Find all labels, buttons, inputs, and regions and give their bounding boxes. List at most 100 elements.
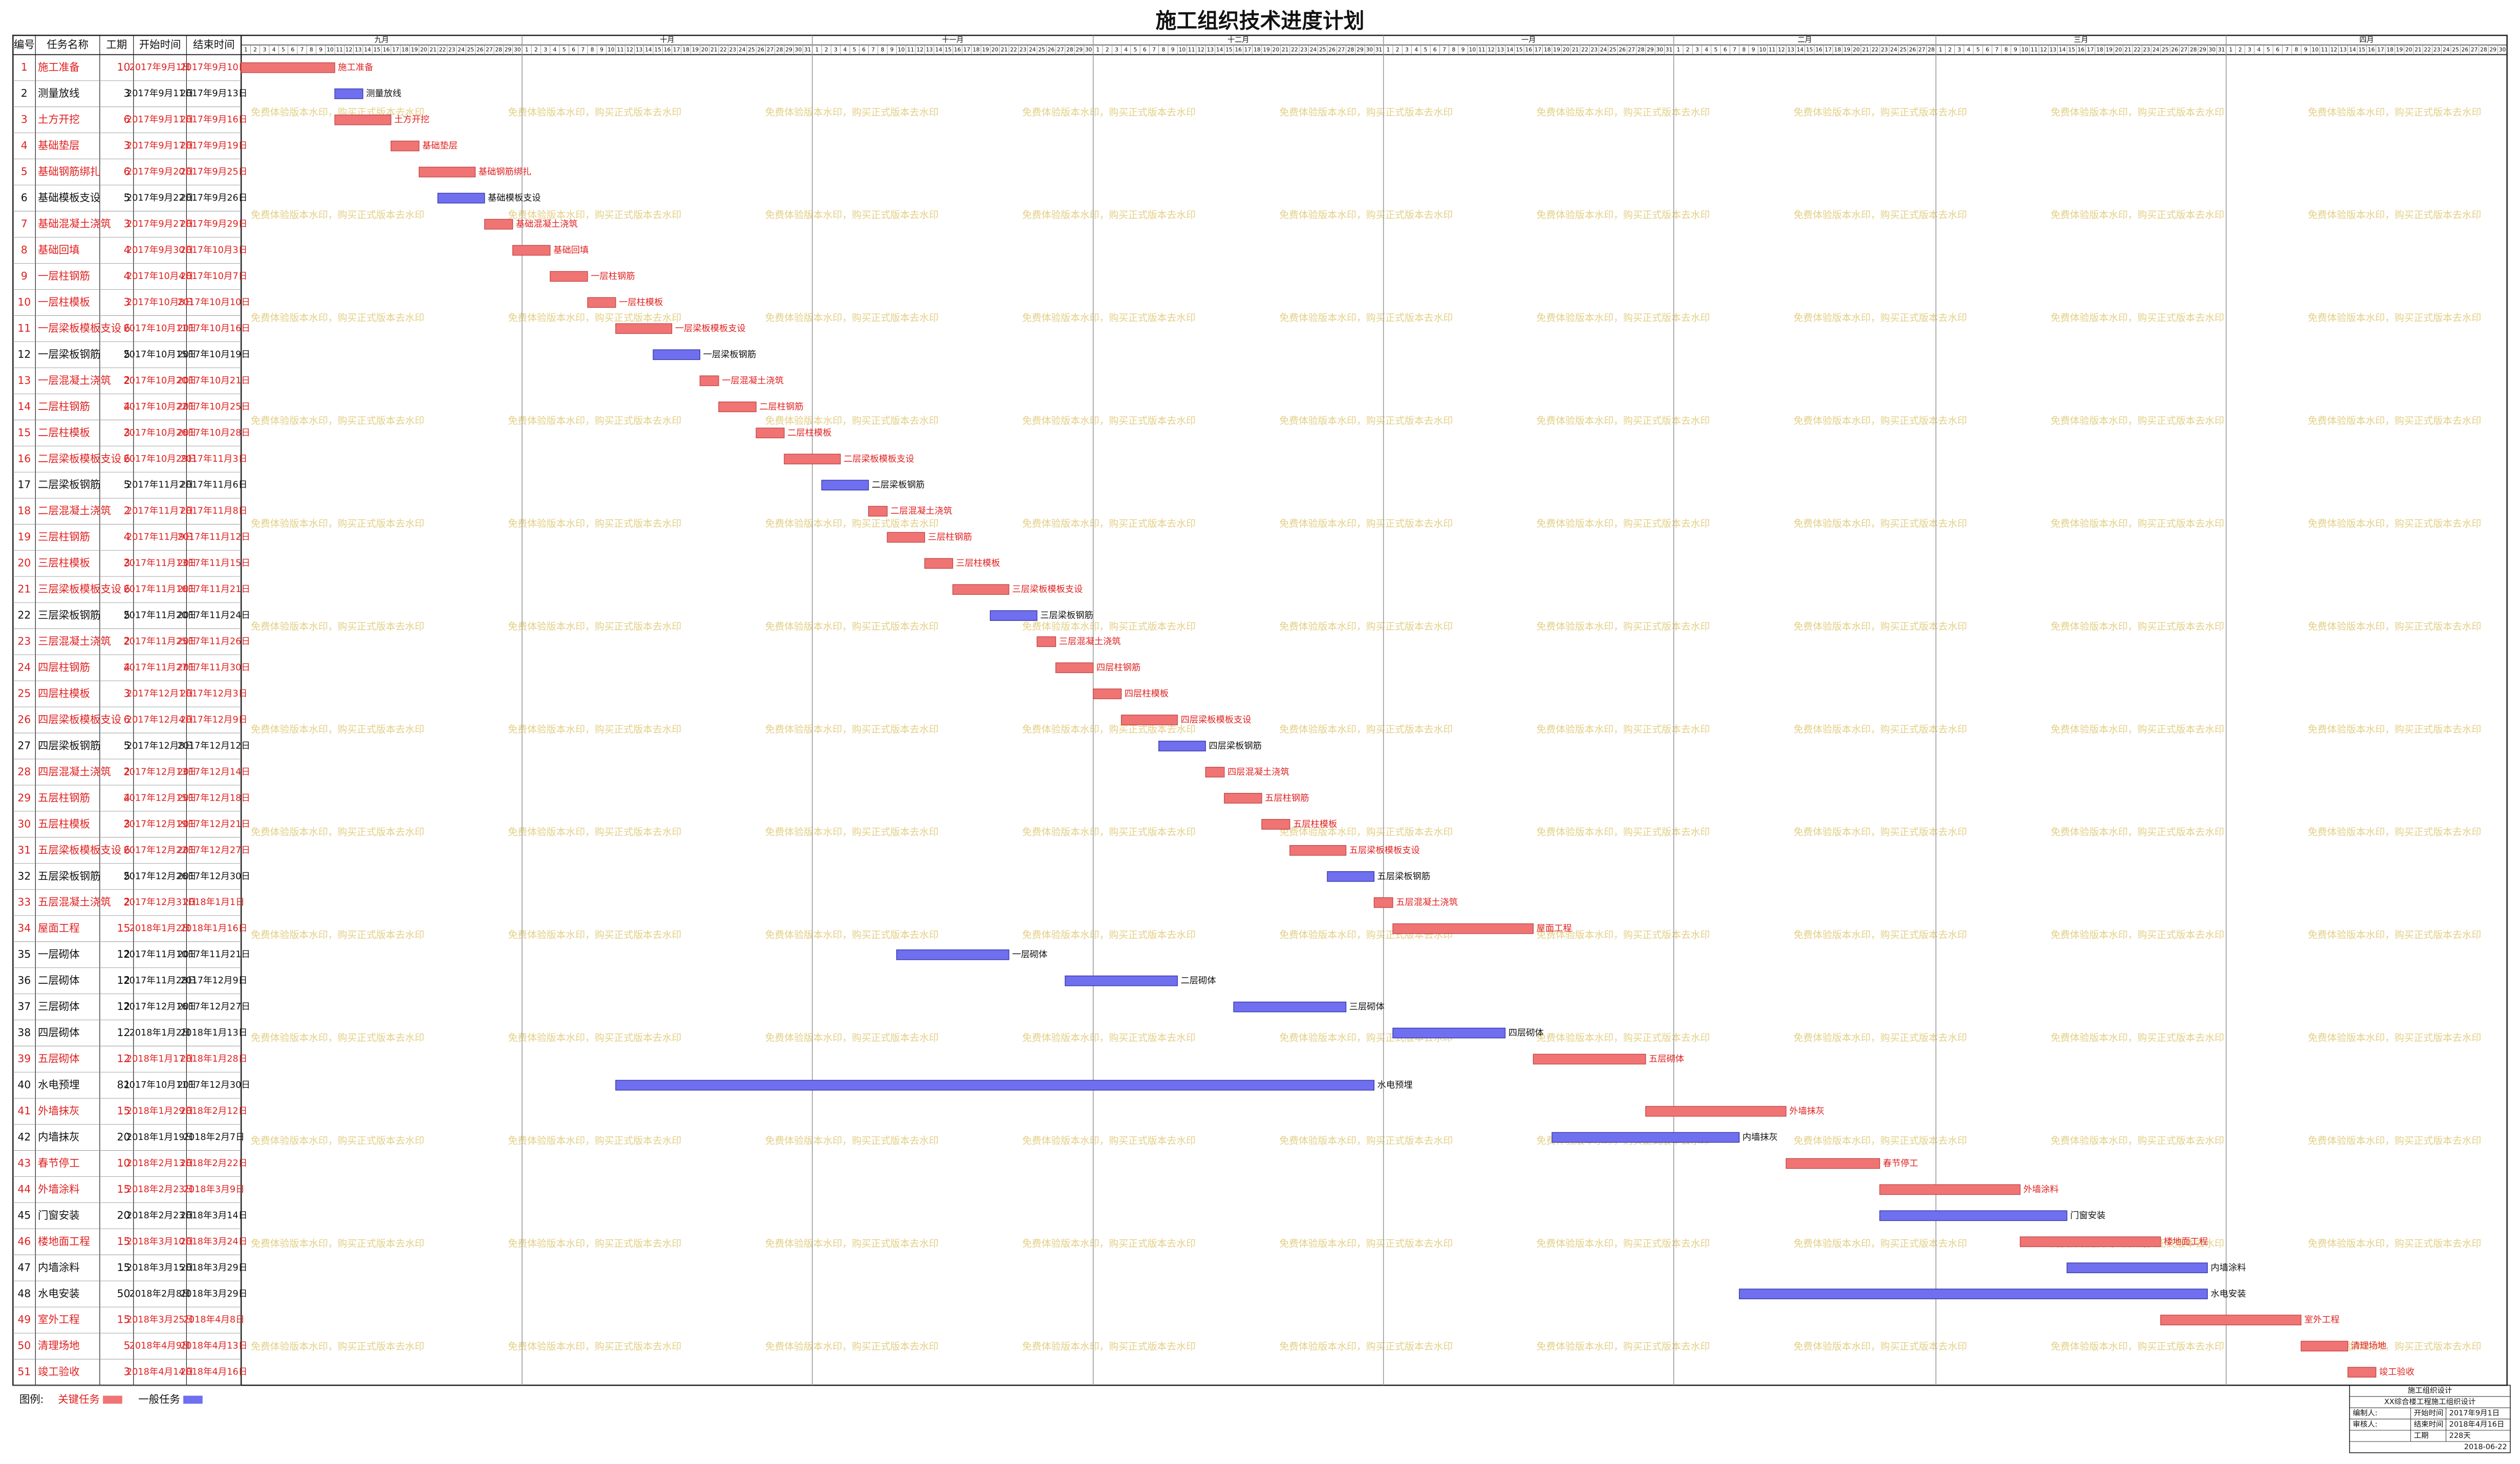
day-label: 6 — [1724, 46, 1727, 53]
cell-id: 35 — [17, 948, 31, 960]
task-bar — [1037, 636, 1057, 647]
cell-name: 外墙涂料 — [38, 1183, 80, 1195]
day-label: 11 — [907, 46, 914, 53]
cell-end: 2018年4月13日 — [180, 1341, 247, 1351]
cell-id: 22 — [17, 609, 31, 621]
watermark: 免费体验版本水印，购买正式版本去水印 — [2051, 724, 2224, 735]
bar-label: 三层砌体 — [1349, 1002, 1385, 1012]
cell-end: 2017年12月12日 — [178, 741, 250, 751]
cell-start: 2017年11月20日 — [123, 611, 196, 621]
watermark: 免费体验版本水印，购买正式版本去水印 — [765, 724, 939, 735]
day-label: 4 — [2257, 46, 2261, 53]
day-label: 25 — [1319, 46, 1326, 53]
watermark: 免费体验版本水印，购买正式版本去水印 — [251, 621, 424, 632]
bar-label: 内墙抹灰 — [1742, 1132, 1778, 1143]
day-label: 8 — [591, 46, 594, 53]
day-label: 17 — [673, 46, 680, 53]
cell-end: 2018年3月14日 — [180, 1211, 247, 1221]
watermark: 免费体验版本水印，购买正式版本去水印 — [508, 930, 681, 941]
watermark: 免费体验版本水印，购买正式版本去水印 — [1022, 930, 1196, 941]
bar-label: 二层混凝土浇筑 — [891, 506, 953, 516]
cell-name: 一层砌体 — [38, 948, 80, 960]
cell-name: 竣工验收 — [38, 1366, 80, 1378]
month-label: 十月 — [660, 36, 674, 44]
day-label: 24 — [1029, 46, 1036, 53]
watermark: 免费体验版本水印，购买正式版本去水印 — [1279, 1135, 1453, 1146]
watermark: 免费体验版本水印，购买正式版本去水印 — [1794, 518, 1967, 529]
watermark: 免费体验版本水印，购买正式版本去水印 — [2051, 209, 2224, 221]
day-label: 19 — [1553, 46, 1560, 53]
cell-name: 四层柱模板 — [38, 687, 90, 699]
day-label: 13 — [2050, 46, 2057, 53]
day-label: 15 — [654, 46, 661, 53]
cell-start: 2017年10月15日 — [123, 350, 196, 360]
cell-duration: 20 — [117, 1209, 131, 1221]
watermark: 免费体验版本水印，购买正式版本去水印 — [2051, 827, 2224, 838]
day-label: 2 — [253, 46, 257, 53]
cell-end: 2017年12月27日 — [178, 1002, 250, 1012]
cell-start: 2017年12月15日 — [123, 793, 196, 803]
watermark: 免费体验版本水印，购买正式版本去水印 — [765, 312, 939, 324]
day-label: 6 — [1143, 46, 1147, 53]
day-label: 30 — [795, 46, 802, 53]
cell-end: 2017年12月18日 — [178, 793, 250, 803]
day-label: 26 — [2171, 46, 2179, 53]
watermark: 免费体验版本水印，购买正式版本去水印 — [1022, 1341, 1196, 1352]
day-label: 27 — [486, 46, 493, 53]
day-label: 12 — [346, 46, 353, 53]
title-block-text: 2017年9月1日 — [2449, 1409, 2500, 1417]
day-label: 29 — [1356, 46, 1364, 53]
day-label: 10 — [608, 46, 615, 53]
cell-name: 四层梁板钢筋 — [38, 739, 100, 751]
cell-id: 42 — [17, 1131, 31, 1143]
day-label: 2 — [1396, 46, 1399, 53]
day-label: 25 — [2452, 46, 2459, 53]
bar-label: 一层砌体 — [1012, 950, 1047, 960]
cell-end: 2017年9月16日 — [180, 115, 247, 125]
day-label: 13 — [2340, 46, 2347, 53]
cell-name: 三层砌体 — [38, 1000, 80, 1013]
cell-id: 30 — [17, 817, 31, 830]
day-label: 14 — [1797, 46, 1804, 53]
watermark: 免费体验版本水印，购买正式版本去水印 — [251, 518, 424, 529]
day-label: 6 — [2276, 46, 2279, 53]
day-label: 16 — [2368, 46, 2375, 53]
cell-duration: 4 — [124, 531, 131, 543]
watermarks: 免费体验版本水印，购买正式版本去水印 免费体验版本水印，购买正式版本去水印 免费体验… — [251, 106, 2481, 1352]
day-label: 2 — [1106, 46, 1109, 53]
cell-end: 2017年9月13日 — [180, 89, 247, 99]
day-label: 8 — [1742, 46, 1746, 53]
legend-title: 图例: — [19, 1393, 44, 1405]
cell-start: 2017年11月9日 — [126, 532, 193, 543]
watermark: 免费体验版本水印，购买正式版本去水印 — [1537, 518, 1710, 529]
cell-name: 五层柱钢筋 — [38, 791, 90, 804]
day-label: 23 — [448, 46, 456, 53]
day-label: 2 — [534, 46, 538, 53]
task-bar — [1392, 923, 1534, 934]
cell-id: 8 — [21, 244, 28, 256]
day-label: 20 — [1853, 46, 1860, 53]
cell-end: 2017年9月10日 — [180, 62, 247, 73]
watermark: 免费体验版本水印，购买正式版本去水印 — [1022, 1032, 1196, 1044]
day-label: 11 — [1478, 46, 1485, 53]
day-label: 20 — [992, 46, 999, 53]
watermark: 免费体验版本水印，购买正式版本去水印 — [1022, 415, 1196, 426]
cell-duration: 12 — [117, 1026, 131, 1039]
day-label: 20 — [2405, 46, 2413, 53]
day-label: 27 — [1919, 46, 1926, 53]
cell-end: 2017年11月12日 — [178, 532, 250, 543]
cell-duration: 12 — [117, 1052, 131, 1065]
watermark: 免费体验版本水印，购买正式版本去水印 — [2308, 621, 2481, 632]
day-label: 16 — [2078, 46, 2085, 53]
day-label: 19 — [982, 46, 989, 53]
watermark: 免费体验版本水印，购买正式版本去水印 — [765, 827, 939, 838]
cell-duration: 5 — [124, 191, 131, 204]
cell-name: 四层柱钢筋 — [38, 661, 90, 674]
cell-duration: 2 — [124, 896, 131, 908]
day-label: 16 — [1235, 46, 1242, 53]
day-label: 5 — [2267, 46, 2270, 53]
cell-start: 2017年10月4日 — [126, 271, 193, 282]
cell-duration: 6 — [124, 844, 131, 856]
watermark: 免费体验版本水印，购买正式版本去水印 — [2051, 106, 2224, 118]
